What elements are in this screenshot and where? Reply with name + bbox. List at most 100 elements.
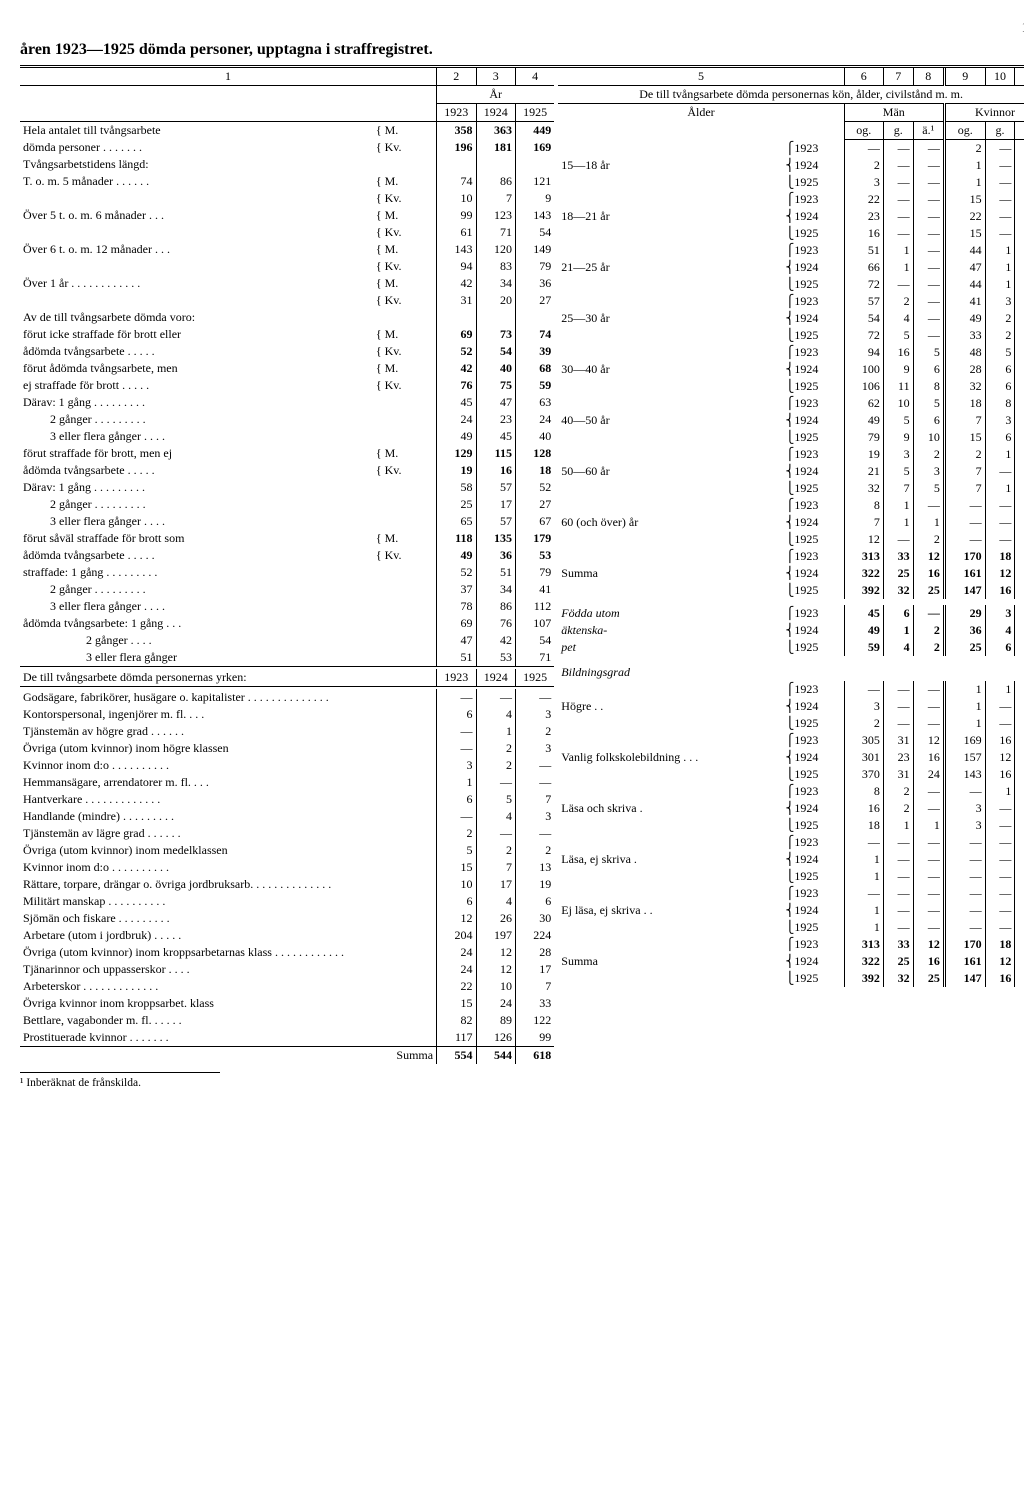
cell: 25 xyxy=(437,496,476,513)
cell: 204 xyxy=(437,927,476,944)
yrken-label: Rättare, torpare, drängar o. övriga jord… xyxy=(20,876,437,893)
subcol-3: og. xyxy=(944,122,985,140)
cell: 10 xyxy=(437,190,476,207)
cell: 28 xyxy=(944,361,985,378)
row-tag xyxy=(373,649,437,667)
cell: 8 xyxy=(1015,953,1024,970)
group-label: 25—30 år xyxy=(558,310,782,327)
cell: 31 xyxy=(437,292,476,309)
cell: 16 xyxy=(985,582,1015,599)
cell: 3 xyxy=(515,808,554,825)
year-cell: ⎧1923 xyxy=(782,605,844,622)
year-cell: ⎩1925 xyxy=(782,766,844,783)
cell: 1 xyxy=(985,480,1015,497)
group-label: Ej läsa, ej skriva . . xyxy=(558,902,782,919)
cell: — xyxy=(1015,902,1024,919)
cell: 169 xyxy=(944,732,985,749)
cell: 22 xyxy=(437,978,476,995)
cell: 49 xyxy=(437,428,476,445)
cell: — xyxy=(1015,140,1024,158)
cell: — xyxy=(913,191,944,208)
cell: 26 xyxy=(476,910,515,927)
summa-2: 618 xyxy=(515,1047,554,1065)
subcol-2: ä.¹ xyxy=(913,122,944,140)
col-5: 5 xyxy=(558,68,844,86)
cell: — xyxy=(985,514,1015,531)
cell: 44 xyxy=(944,242,985,259)
cell: 36 xyxy=(476,547,515,564)
cell: 4 xyxy=(1015,361,1024,378)
left-table: 1 2 3 4 År 1923 1924 1925 Hela antalet t… xyxy=(20,68,554,1064)
cell: 358 xyxy=(437,122,476,140)
cell: 143 xyxy=(944,766,985,783)
cell: 129 xyxy=(437,445,476,462)
year-cell: ⎩1925 xyxy=(782,225,844,242)
cell: 7 xyxy=(944,463,985,480)
row-tag xyxy=(373,581,437,598)
cell: 18 xyxy=(844,817,883,834)
man-label: Män xyxy=(844,104,944,122)
cell: 42 xyxy=(437,360,476,377)
cell: — xyxy=(1015,800,1024,817)
cell: 6 xyxy=(985,429,1015,446)
cell: — xyxy=(985,497,1015,514)
cell: 47 xyxy=(476,394,515,411)
cell: 20 xyxy=(476,292,515,309)
cell: — xyxy=(1015,276,1024,293)
row-label: Över 5 t. o. m. 6 månader . . . xyxy=(20,207,373,224)
yrken-label: Arbetare (utom i jordbruk) . . . . . xyxy=(20,927,437,944)
row-tag: { Kv. xyxy=(373,224,437,241)
row-tag xyxy=(373,156,437,173)
col-3: 3 xyxy=(476,68,515,86)
cell: 6 xyxy=(985,378,1015,395)
cell: 143 xyxy=(437,241,476,258)
cell: — xyxy=(985,851,1015,868)
year-cell: ⎨1924 xyxy=(782,310,844,327)
cell: 7 xyxy=(515,978,554,995)
year-cell: ⎩1925 xyxy=(782,378,844,395)
cell: — xyxy=(913,293,944,310)
cell: 147 xyxy=(944,582,985,599)
year-cell: ⎩1925 xyxy=(782,174,844,191)
cell: 19 xyxy=(437,462,476,479)
cell: 16 xyxy=(883,344,913,361)
cell: 53 xyxy=(515,547,554,564)
cell: 5 xyxy=(437,842,476,859)
cell: 1 xyxy=(883,817,913,834)
cell: — xyxy=(476,774,515,791)
cell: 72 xyxy=(844,276,883,293)
cell: 41 xyxy=(515,581,554,598)
cell: 3 xyxy=(437,757,476,774)
row-label: Över 1 år . . . . . . . . . . . . xyxy=(20,275,373,292)
year-cell: ⎨1924 xyxy=(782,622,844,639)
cell: — xyxy=(844,681,883,698)
cell: — xyxy=(1015,698,1024,715)
cell: 2 xyxy=(944,446,985,463)
cell: — xyxy=(1015,531,1024,548)
row-tag: { M. xyxy=(373,445,437,462)
cell: 74 xyxy=(437,173,476,190)
cell: 58 xyxy=(437,479,476,496)
cell: 2 xyxy=(883,800,913,817)
cell: 25 xyxy=(883,565,913,582)
cell: 45 xyxy=(476,428,515,445)
cell: 4 xyxy=(883,639,913,656)
yrken-label: Kvinnor inom d:o . . . . . . . . . . xyxy=(20,757,437,774)
year-cell: ⎩1925 xyxy=(782,970,844,987)
cell: 8 xyxy=(1015,936,1024,953)
row-tag xyxy=(373,411,437,428)
cell: 6 xyxy=(437,706,476,723)
row-label: 2 gånger . . . . xyxy=(20,632,373,649)
cell: 68 xyxy=(515,360,554,377)
ar-header: År xyxy=(437,86,555,104)
cell: 12 xyxy=(476,961,515,978)
row-label: förut icke straffade för brott eller xyxy=(20,326,373,343)
row-tag: { Kv. xyxy=(373,462,437,479)
year-cell: ⎧1923 xyxy=(782,681,844,698)
cell: — xyxy=(913,208,944,225)
cell: 21 xyxy=(844,463,883,480)
cell: 161 xyxy=(944,565,985,582)
cell: 3 xyxy=(844,698,883,715)
cell: — xyxy=(944,919,985,936)
subcol-4: g. xyxy=(985,122,1015,140)
